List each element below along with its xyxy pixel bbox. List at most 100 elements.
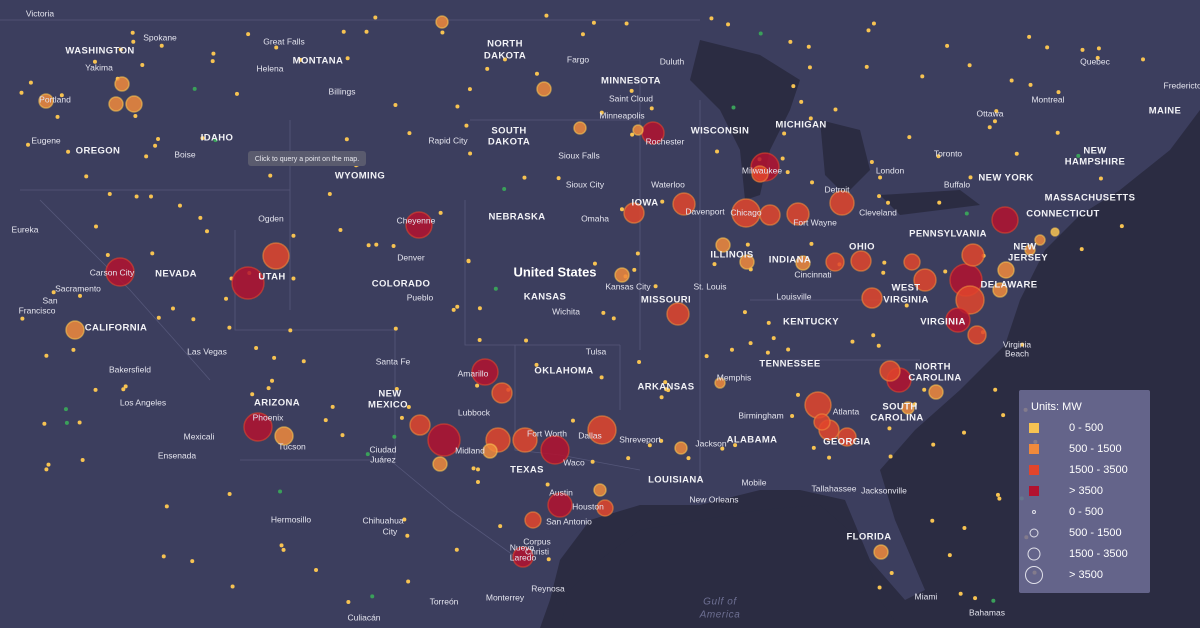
plant-small	[637, 360, 642, 365]
plant	[427, 423, 461, 457]
plant-small	[1045, 45, 1050, 50]
city-label: Ottawa	[977, 108, 1004, 118]
plant-small	[392, 434, 397, 439]
plant	[739, 254, 755, 270]
state-label: NEVADA	[155, 269, 197, 280]
plant	[243, 412, 273, 442]
city-label: Amarillo	[458, 368, 489, 378]
state-label: KENTUCKY	[783, 317, 839, 328]
state-label: NORTH	[915, 362, 951, 373]
plant-small	[570, 418, 575, 423]
plant-small	[191, 317, 196, 322]
city-label: Kansas City	[605, 281, 651, 291]
plant-small	[407, 131, 412, 136]
plant-small	[592, 261, 597, 266]
plant-small	[148, 194, 153, 199]
city-label: Quebec	[1080, 56, 1111, 66]
plant-small	[254, 346, 259, 351]
plant-small	[327, 192, 332, 197]
state-label: FLORIDA	[846, 532, 891, 543]
plant-small	[502, 57, 507, 62]
plant-small	[786, 347, 791, 352]
state-label: MINNESOTA	[601, 76, 661, 87]
city-label: Portland	[39, 94, 71, 104]
legend-size	[1032, 510, 1036, 514]
plant	[409, 414, 431, 436]
state-label: GEORGIA	[823, 437, 871, 448]
plant-small	[84, 174, 89, 179]
plant-small	[580, 32, 585, 37]
city-label: Mobile	[741, 477, 766, 487]
gulf	[560, 505, 900, 628]
plant-small	[44, 467, 49, 472]
state-label: SOUTH	[882, 402, 917, 413]
plant-small	[156, 136, 161, 141]
plant-small	[632, 267, 637, 272]
state-label: ILLINOIS	[710, 250, 753, 261]
plant-small	[314, 568, 319, 573]
plant-small	[904, 303, 909, 308]
city-label: Austin	[549, 487, 573, 497]
state-label: CALIFORNIA	[85, 323, 148, 334]
plant-small	[374, 242, 379, 247]
plant-small	[876, 343, 881, 348]
plant-small	[888, 454, 893, 459]
legend-size	[1027, 547, 1041, 561]
city-label: Santa Fe	[376, 356, 411, 366]
plant-small	[80, 457, 85, 462]
plant-small	[475, 467, 480, 472]
legend-label: 500 - 1500	[1069, 443, 1122, 455]
plant	[274, 426, 294, 446]
state-label: WYOMING	[335, 171, 385, 182]
plant-small	[78, 293, 83, 298]
plant-small	[477, 306, 482, 311]
plant-small	[943, 269, 948, 274]
city-label: Houston	[572, 501, 604, 511]
legend-swatch	[1029, 465, 1039, 475]
plant	[593, 483, 607, 497]
plant-small	[962, 430, 967, 435]
plant-small	[1001, 413, 1006, 418]
city-label: Minneapolis	[599, 110, 644, 120]
plant	[672, 192, 696, 216]
plant-small	[967, 63, 972, 68]
legend-label: 500 - 1500	[1069, 527, 1122, 539]
city-label: City	[383, 526, 398, 536]
plant-small	[323, 418, 328, 423]
country-label: United States	[513, 264, 596, 279]
plant-small	[153, 143, 158, 148]
city-label: Los Angeles	[120, 397, 166, 407]
city-label: Cleveland	[859, 207, 897, 217]
city-label: London	[876, 165, 905, 175]
water-label: Gulf of	[703, 597, 737, 608]
plant-small	[234, 91, 239, 96]
city-label: Jacksonville	[861, 485, 907, 495]
plant-small	[653, 284, 658, 289]
city-label: Memphis	[717, 372, 751, 382]
plant	[1034, 234, 1046, 246]
city-label: Chicago	[730, 207, 761, 217]
plant-small	[1098, 176, 1103, 181]
state-label: WASHINGTON	[65, 46, 134, 57]
plant-small	[758, 31, 763, 36]
plant	[901, 401, 915, 415]
city-label: Detroit	[824, 184, 850, 194]
plant-small	[1027, 34, 1032, 39]
plant-small	[51, 290, 56, 295]
plant	[913, 268, 937, 292]
state-label: DAKOTA	[484, 51, 526, 62]
plant-small	[440, 30, 445, 35]
legend-label: 0 - 500	[1069, 422, 1103, 434]
city-label: Fargo	[567, 54, 589, 64]
plant-small	[156, 315, 161, 320]
plant-small	[993, 387, 998, 392]
city-label: Nuevo	[510, 542, 535, 552]
plant-small	[624, 21, 629, 26]
plant-small	[93, 224, 98, 229]
plant-small	[71, 347, 76, 352]
plant-small	[522, 175, 527, 180]
plant-small	[281, 547, 286, 552]
city-label: Eureka	[12, 224, 39, 234]
plant	[928, 384, 944, 400]
